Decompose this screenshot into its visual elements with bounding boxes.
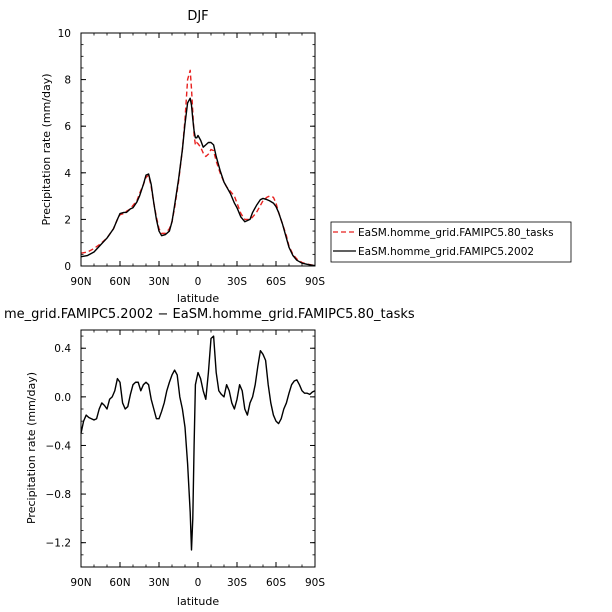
bottom-plot-frame [80,329,316,568]
legend-label-series-1: EaSM.homme_grid.FAMIPC5.80_tasks [358,227,554,239]
bottom-x-tick-label: 90S [305,577,325,589]
top-series-line-2 [80,97,316,267]
bottom-x-tick-label: 30S [227,577,247,589]
bottom-x-tick-label: 0 [195,577,202,589]
top-x-tick-label: 0 [195,276,202,288]
top-x-tick-label: 90S [305,276,325,288]
bottom-x-tick-label: 60S [266,577,286,589]
top-y-tick-label: 8 [64,75,71,87]
bottom-y-axis-label: Precipitation rate (mm/day) [25,372,38,524]
top-x-tick-label: 60N [109,276,130,288]
bottom-x-tick-label: 30N [148,577,169,589]
top-x-tick-label: 30S [227,276,247,288]
top-y-tick-label: 0 [64,261,71,273]
bottom-panel: me_grid.FAMIPC5.2002 − EaSM.homme_grid.F… [4,307,415,608]
top-x-axis-label: latitude [177,292,219,305]
bottom-x-axis-label: latitude [177,595,219,608]
bottom-x-tick-label: 60N [109,577,130,589]
bottom-y-tick-label: −1.2 [46,538,72,550]
top-panel: DJF 0 2 4 6 8 10 90N 60N 30N 0 30S 60S 90S Precipit… [40,9,325,305]
bottom-y-tick-label: −0.8 [46,489,72,501]
bottom-y-tick-label: 0.0 [54,392,71,404]
top-x-tick-label: 90N [70,276,91,288]
bottom-y-tick-label: −0.4 [46,440,72,452]
top-series-line-1 [80,69,316,267]
bottom-series-line-1 [80,335,316,551]
legend-box [330,221,572,263]
bottom-x-tick-label: 90N [70,577,91,589]
top-y-axis-label: Precipitation rate (mm/day) [40,73,53,225]
top-y-tick-label: 10 [58,28,71,40]
top-y-tick-label: 6 [64,121,71,133]
legend-label-series-2: EaSM.homme_grid.FAMIPC5.2002 [358,246,534,258]
top-plot-frame [80,32,316,267]
top-y-tick-label: 4 [64,168,71,180]
bottom-y-tick-label: 0.4 [54,343,71,355]
legend: EaSM.homme_grid.FAMIPC5.80_tasks EaSM.ho… [330,221,572,263]
top-x-tick-label: 60S [266,276,286,288]
top-chart-title: DJF [187,9,208,24]
bottom-chart-title: me_grid.FAMIPC5.2002 − EaSM.homme_grid.F… [4,307,415,322]
top-x-tick-label: 30N [148,276,169,288]
top-y-tick-label: 2 [64,214,71,226]
